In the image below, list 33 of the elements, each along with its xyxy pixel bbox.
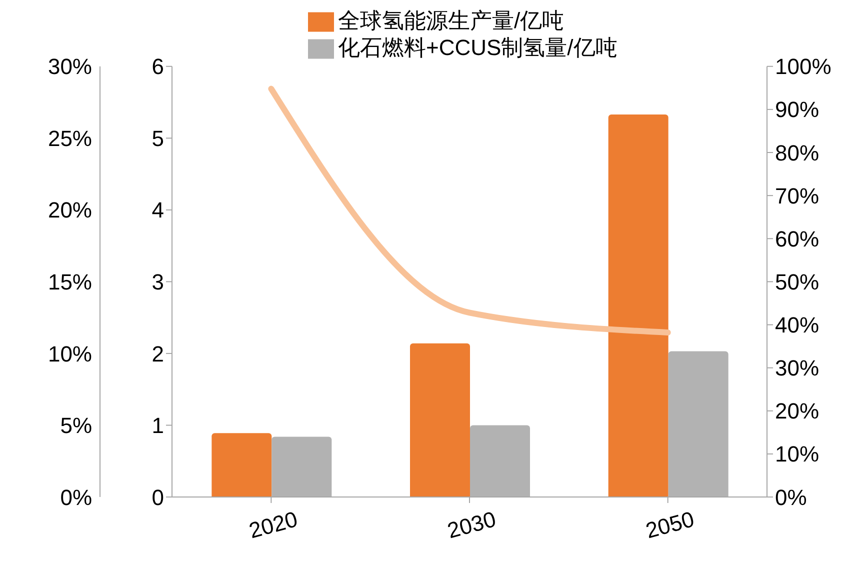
y2-tick-label: 80%	[775, 140, 820, 166]
legend-label: 全球氢能源生产量/亿吨	[338, 8, 564, 33]
x-tick-label: 2030	[444, 506, 498, 544]
y-tick-label: 4	[152, 198, 164, 223]
y2-tick-label: 10%	[775, 442, 820, 467]
y-tick-label: 0	[152, 484, 164, 510]
y-tick-label: 2	[152, 341, 164, 366]
y3-tick-label: 15%	[48, 269, 92, 294]
y2-tick-label: 100%	[775, 54, 832, 80]
x-tick-label: 2050	[643, 506, 697, 544]
y2-tick-label: 0%	[775, 484, 807, 510]
y-tick-label: 6	[152, 54, 164, 80]
bar	[212, 433, 272, 497]
legend-label: 化石燃料+CCUS制氢量/亿吨	[338, 35, 618, 60]
y-tick-label: 3	[152, 269, 164, 294]
y2-tick-label: 30%	[775, 356, 820, 381]
y2-tick-label: 40%	[775, 312, 820, 338]
y3-tick-label: 0%	[60, 484, 92, 510]
y2-tick-label: 20%	[775, 398, 820, 424]
bar	[410, 343, 470, 497]
x-tick-label: 2020	[246, 506, 300, 544]
y3-tick-label: 20%	[48, 198, 92, 223]
y2-tick-label: 50%	[775, 269, 820, 294]
y2-tick-label: 60%	[775, 226, 820, 252]
y3-tick-label: 5%	[60, 413, 92, 438]
y-tick-label: 1	[152, 413, 164, 438]
y-tick-label: 5	[152, 126, 164, 151]
y3-tick-label: 30%	[48, 54, 92, 80]
y2-tick-label: 90%	[775, 97, 820, 122]
y3-tick-label: 25%	[48, 126, 92, 151]
y2-tick-label: 70%	[775, 183, 820, 208]
bar	[608, 114, 668, 497]
y3-tick-label: 10%	[48, 341, 92, 366]
